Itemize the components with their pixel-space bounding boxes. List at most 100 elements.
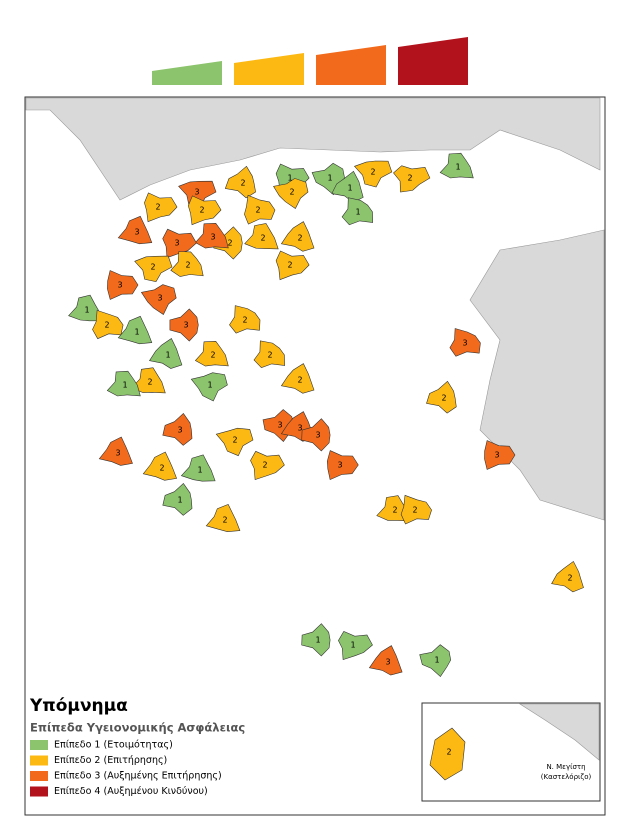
region-label: 1 xyxy=(315,636,320,645)
region-label: 1 xyxy=(134,328,139,337)
region-label: 3 xyxy=(117,281,122,290)
region xyxy=(250,450,285,481)
legend-label: Επίπεδο 1 (Ετοιμότητας) xyxy=(54,740,173,751)
region-label: 1 xyxy=(287,174,292,183)
region xyxy=(449,328,481,357)
region xyxy=(68,294,103,322)
region-label: 2 xyxy=(267,351,272,360)
region xyxy=(426,380,457,414)
region-label: 2 xyxy=(227,239,232,248)
region-label: 2 xyxy=(210,351,215,360)
region-label: 1 xyxy=(327,174,332,183)
region xyxy=(162,482,193,516)
region xyxy=(244,223,279,250)
region-label: 2 xyxy=(159,464,164,473)
region xyxy=(144,192,178,223)
region-label: 2 xyxy=(567,574,572,583)
region-label: 1 xyxy=(455,163,460,172)
region-label: 2 xyxy=(287,261,292,270)
neighbour-land xyxy=(518,703,600,761)
legend-subtitle: Επίπεδα Υγειονομικής Ασφάλειας xyxy=(30,721,245,735)
region xyxy=(368,645,403,676)
region xyxy=(326,450,359,481)
neighbour-land xyxy=(25,97,601,201)
region-label: 3 xyxy=(494,451,499,460)
legend-title: Υπόμνημα xyxy=(29,696,128,716)
region-label: 3 xyxy=(177,426,182,435)
legend-label: Επίπεδο 3 (Αυξημένης Επιτήρησης) xyxy=(54,771,222,782)
region-label: 1 xyxy=(434,656,439,665)
legend-swatch xyxy=(30,771,48,781)
region-label: 2 xyxy=(441,394,446,403)
region xyxy=(92,309,124,340)
region xyxy=(106,370,141,397)
regions: 1 1 1 2 2 1 1 2 3 2 2 2 2 2 2 2 3 3 3 2 2 2 3 3 1 2 3 1 1 2 2 2 2 1 2 1 3 2 3 3… xyxy=(68,152,584,678)
region-label: 3 xyxy=(183,321,188,330)
region-label: 2 xyxy=(242,316,247,325)
region xyxy=(280,363,315,394)
region xyxy=(134,255,173,283)
region-label: 1 xyxy=(165,351,170,360)
region-label: 3 xyxy=(210,233,215,242)
region xyxy=(98,436,133,466)
region-label: 1 xyxy=(177,496,182,505)
region xyxy=(273,178,309,209)
region xyxy=(142,451,178,481)
region xyxy=(419,644,452,678)
region-label: 3 xyxy=(462,339,467,348)
region xyxy=(551,560,584,593)
region-label: 3 xyxy=(297,424,302,433)
region xyxy=(301,418,331,452)
region-label: 2 xyxy=(446,748,451,757)
region xyxy=(244,194,276,225)
region-label: 2 xyxy=(407,174,412,183)
inset-label: Ν. Μεγίστη xyxy=(546,763,585,771)
region-label: 3 xyxy=(157,294,162,303)
legend-swatch xyxy=(30,786,48,797)
level-swatch xyxy=(398,37,468,85)
region-label: 2 xyxy=(199,206,204,215)
region xyxy=(275,250,310,281)
region xyxy=(117,215,153,245)
region-label: 2 xyxy=(222,516,227,525)
region xyxy=(149,338,183,369)
legend-label: Επίπεδο 2 (Επιτήρησης) xyxy=(54,755,167,766)
region-label: 3 xyxy=(277,421,282,430)
legend: Επίπεδο 1 (Ετοιμότητας) Επίπεδο 2 (Επιτήρ… xyxy=(30,740,222,797)
inset-label: (Καστελόριζο) xyxy=(541,773,592,781)
region xyxy=(229,305,261,334)
region-label: 2 xyxy=(232,436,237,445)
region xyxy=(393,165,431,193)
region-label: 1 xyxy=(347,184,352,193)
region-label: 2 xyxy=(392,506,397,515)
region xyxy=(439,152,474,179)
region-label: 1 xyxy=(197,466,202,475)
inset: 2 xyxy=(429,727,466,781)
region xyxy=(140,284,177,315)
region xyxy=(169,308,199,342)
region-label: 2 xyxy=(150,263,155,272)
region-label: 2 xyxy=(240,179,245,188)
region xyxy=(107,270,139,300)
region xyxy=(187,195,222,226)
region xyxy=(484,440,516,470)
region xyxy=(338,631,373,661)
region-label: 2 xyxy=(289,188,294,197)
region-label: 1 xyxy=(122,381,127,390)
region xyxy=(224,165,256,199)
region xyxy=(194,222,229,249)
region-label: 3 xyxy=(385,658,390,667)
region xyxy=(180,454,216,482)
legend-swatch xyxy=(30,755,48,766)
region xyxy=(341,197,374,226)
region xyxy=(353,160,393,188)
region-label: 2 xyxy=(255,206,260,215)
region-label: 3 xyxy=(134,228,139,237)
region xyxy=(205,504,241,533)
region-label: 2 xyxy=(297,234,302,243)
region-label: 2 xyxy=(104,321,109,330)
region-label: 2 xyxy=(185,261,190,270)
region xyxy=(253,340,286,369)
region xyxy=(301,623,331,657)
region-label: 1 xyxy=(350,641,355,650)
